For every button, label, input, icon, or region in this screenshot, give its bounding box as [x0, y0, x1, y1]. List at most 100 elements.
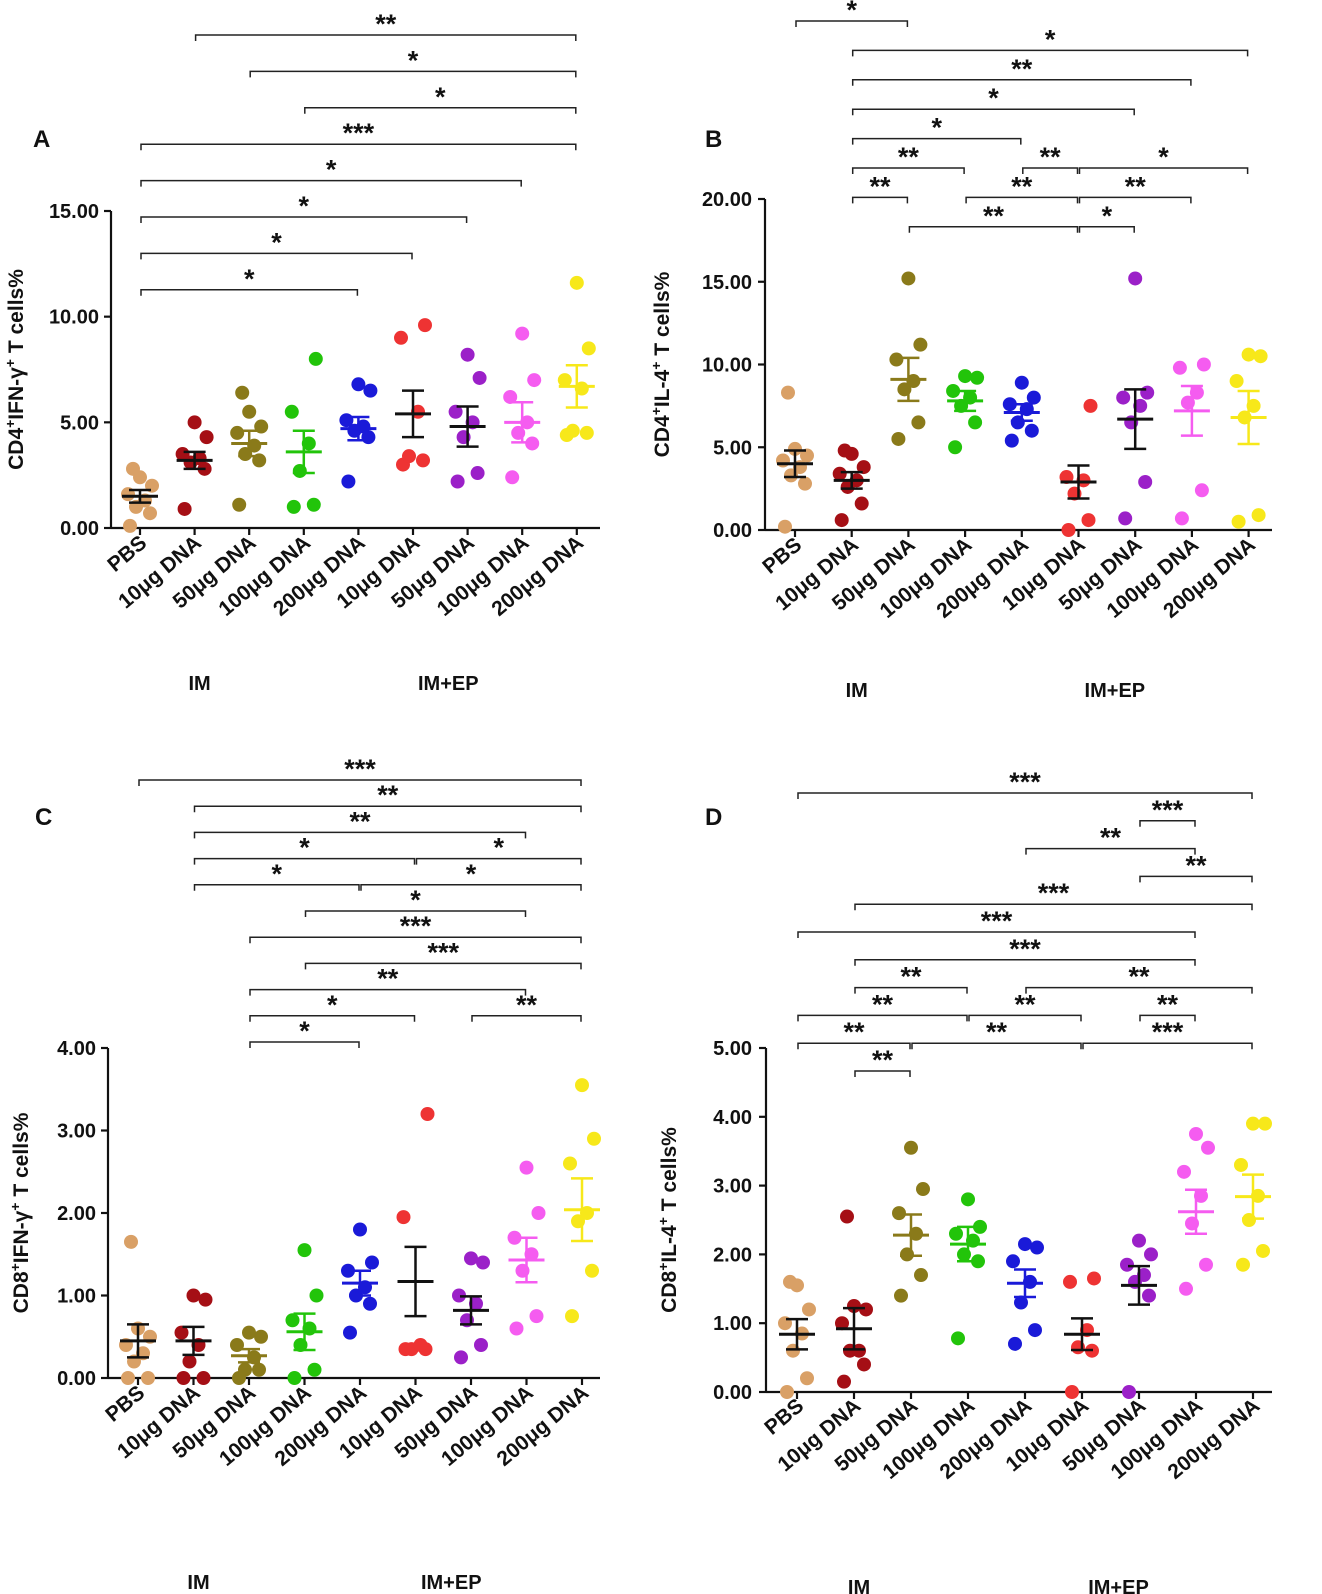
data-point [1137, 1268, 1151, 1283]
group-label-im-ep: IM+EP [421, 1572, 482, 1594]
significance-label: ** [843, 1017, 865, 1047]
significance-bracket [1082, 1042, 1253, 1050]
significance-bracket [965, 196, 1079, 204]
y-tick-label: 2.00 [57, 1203, 96, 1225]
panel-label: B [705, 126, 722, 153]
data-point [916, 1182, 930, 1197]
significance-bracket [1078, 167, 1249, 174]
group-label-im-ep: IM+EP [1088, 1577, 1149, 1594]
data-point [1234, 1157, 1248, 1172]
data-point [284, 404, 299, 419]
data-point [1231, 514, 1246, 529]
significance-bracket [854, 1070, 911, 1077]
data-point [519, 1160, 534, 1175]
data-point [254, 1329, 268, 1344]
significance-label: * [327, 990, 338, 1020]
significance-label: * [408, 45, 419, 75]
significance-bracket [797, 931, 1196, 938]
significance-label: ** [349, 806, 371, 836]
significance-bracket [193, 884, 360, 891]
data-point [472, 370, 487, 385]
group-label-im-ep: IM+EP [418, 673, 479, 695]
significance-label: * [299, 1016, 310, 1046]
group-label-im-ep: IM+EP [1085, 680, 1146, 702]
y-tick-label: 1.00 [713, 1313, 752, 1335]
data-point [837, 443, 852, 458]
panel-label: C [35, 804, 52, 831]
data-point [800, 448, 814, 463]
panel-D: D CD8+IL-4+ T cells% 0.00 1.00 2.00 3.00 4.00 5… [655, 767, 1272, 1594]
data-point [1128, 271, 1143, 286]
data-point [579, 425, 594, 440]
significance-bracket [851, 108, 1135, 116]
data-point [776, 453, 790, 468]
significance-label: *** [1152, 795, 1184, 825]
data-point [527, 373, 542, 388]
data-point [1194, 1188, 1208, 1203]
data-point [341, 474, 356, 489]
significance-bracket [304, 910, 527, 917]
significance-label: * [846, 0, 857, 25]
data-point [1196, 357, 1211, 372]
significance-bracket [851, 196, 909, 204]
data-point [847, 1299, 861, 1313]
category-label: PBS [760, 1394, 808, 1439]
significance-bracket [1078, 226, 1135, 233]
significance-bracket [797, 792, 1253, 799]
data-point [307, 1362, 322, 1377]
data-point [124, 1234, 138, 1249]
data-point [1014, 375, 1029, 390]
data-point [1189, 385, 1204, 400]
y-tick-label: 0.00 [713, 1382, 752, 1404]
data-point [126, 461, 140, 476]
data-point [1018, 1237, 1032, 1252]
y-tick-label: 5.00 [60, 412, 99, 434]
significance-label: * [493, 833, 504, 863]
data-point [565, 423, 580, 438]
significance-label: * [1045, 24, 1056, 54]
data-point [1142, 1288, 1156, 1303]
significance-bracket [249, 936, 582, 944]
significance-label: * [299, 833, 310, 863]
significance-bracket [797, 1014, 968, 1022]
data-point [837, 1374, 851, 1389]
data-point [1201, 1140, 1215, 1155]
significance-bracket [1139, 820, 1196, 827]
significance-bracket [140, 289, 359, 296]
data-point [1024, 423, 1039, 438]
y-tick-label: 10.00 [49, 307, 99, 329]
data-point [948, 440, 963, 455]
data-point [469, 1296, 483, 1311]
significance-label: *** [1152, 1017, 1184, 1047]
significance-bracket [797, 1042, 911, 1050]
data-point [1236, 1257, 1250, 1272]
data-point [351, 377, 366, 392]
data-point [1008, 1336, 1022, 1351]
significance-label: ** [872, 989, 894, 1019]
data-point [230, 425, 245, 440]
significance-label: * [466, 859, 477, 889]
significance-label: * [326, 155, 337, 185]
data-point [1246, 398, 1261, 413]
data-point [460, 347, 475, 362]
data-point [857, 1357, 871, 1372]
data-point [287, 1371, 302, 1385]
significance-label: ** [377, 780, 399, 810]
data-point [123, 518, 137, 533]
data-point [973, 1219, 987, 1234]
data-point [1014, 1295, 1028, 1310]
significance-bracket [193, 831, 527, 839]
data-point [309, 1288, 324, 1303]
data-point [238, 1362, 252, 1377]
data-point [1006, 1254, 1020, 1269]
group-label-im: IM [187, 1572, 209, 1594]
significance-label: * [435, 82, 446, 112]
data-point [474, 1338, 488, 1352]
data-point [1140, 385, 1155, 400]
data-point [798, 476, 812, 491]
significance-label: *** [344, 754, 376, 784]
data-point [306, 497, 321, 512]
significance-label: ** [898, 142, 920, 172]
data-point [859, 1302, 873, 1317]
